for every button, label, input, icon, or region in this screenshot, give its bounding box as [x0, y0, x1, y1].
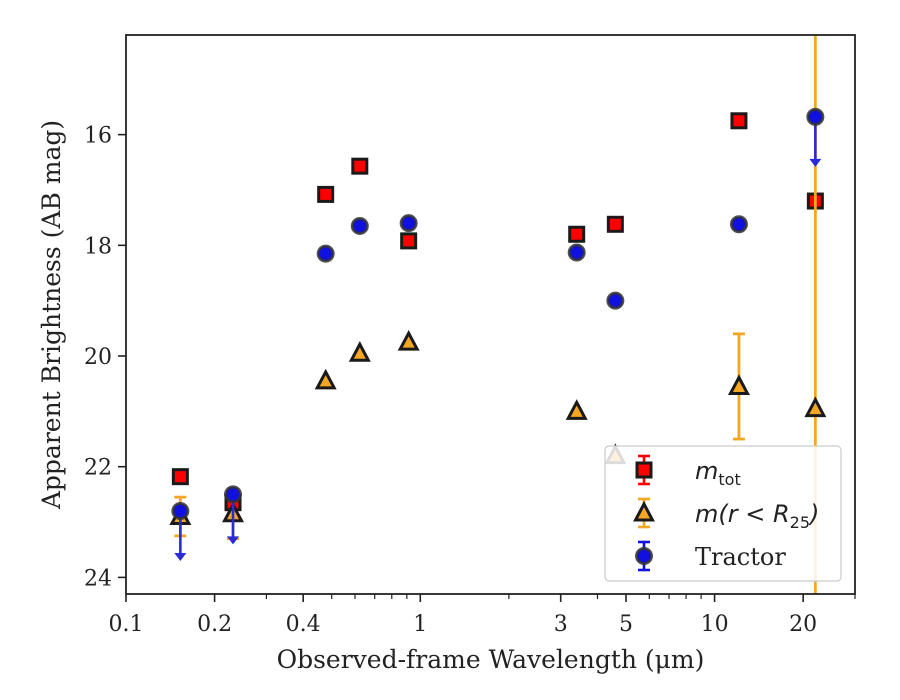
data-layer: [169, 35, 827, 594]
x-tick-label: 10: [701, 612, 729, 637]
x-tick-label: 3: [554, 612, 568, 637]
data-point-mtot: [351, 157, 369, 175]
y-ticks: 16 18 20 22 24: [84, 124, 126, 591]
data-point-mr25: [397, 329, 420, 351]
legend-label-mtot: mtot: [695, 457, 741, 489]
legend-marker-mr25: [633, 500, 655, 522]
data-point-tractor: [399, 214, 418, 233]
x-axis-label: Observed-frame Wavelength (μm): [277, 645, 705, 674]
data-point-mr25: [804, 396, 827, 418]
y-tick-label: 24: [84, 566, 112, 591]
data-point-tractor: [806, 107, 825, 126]
legend-box: [604, 445, 842, 582]
data-point-mtot: [568, 225, 586, 243]
legend-label-tractor: Tractor: [695, 543, 786, 571]
data-point-tractor: [729, 215, 748, 234]
upper-limit-arrowhead: [174, 552, 187, 561]
data-point-tractor: [350, 216, 369, 235]
legend-label-mr25: m(r < R25): [695, 500, 819, 532]
data-point-tractor: [171, 501, 190, 520]
y-tick-label: 20: [84, 345, 112, 370]
x-tick-label: 5: [619, 612, 633, 637]
upper-limit-arrowhead: [227, 536, 240, 545]
y-tick-label: 18: [84, 234, 112, 259]
data-point-mtot: [730, 112, 748, 130]
y-axis-label: Apparent Brightness (AB mag): [37, 120, 66, 510]
data-point-mtot: [317, 185, 335, 203]
data-point-mtot: [400, 232, 418, 250]
x-ticks: 0.1 0.2 0.4 1 3 5 10 20: [109, 594, 856, 637]
x-tick-label: 1: [413, 612, 427, 637]
data-point-tractor: [224, 485, 243, 504]
series-mtot: [171, 112, 824, 512]
axes-layer: 0.1 0.2 0.4 1 3 5 10 20 16 18 20 22 24 Observed-fra…: [37, 34, 856, 674]
data-point-mtot: [606, 215, 624, 233]
y-tick-label: 22: [84, 456, 112, 481]
upper-limit-arrowhead: [809, 158, 822, 167]
legend: mtot m(r < R25) Tractor: [604, 445, 842, 582]
data-point-mr25: [348, 341, 371, 362]
x-tick-label: 0.4: [286, 612, 321, 637]
y-tick-label: 16: [84, 124, 112, 149]
plot-frame: [125, 34, 856, 595]
x-tick-label: 20: [789, 612, 817, 637]
data-point-tractor: [316, 244, 335, 263]
data-point-mtot: [171, 468, 189, 486]
data-point-tractor: [567, 243, 586, 262]
x-tick-label: 0.1: [109, 612, 144, 637]
legend-marker-mtot: [635, 461, 653, 479]
data-point-mr25: [565, 399, 588, 420]
data-point-tractor: [606, 291, 625, 310]
legend-marker-tractor: [635, 547, 653, 565]
data-point-mr25: [314, 368, 337, 390]
x-tick-label: 0.2: [197, 612, 232, 637]
data-point-mr25: [727, 374, 750, 395]
series-tractor: [171, 107, 825, 561]
